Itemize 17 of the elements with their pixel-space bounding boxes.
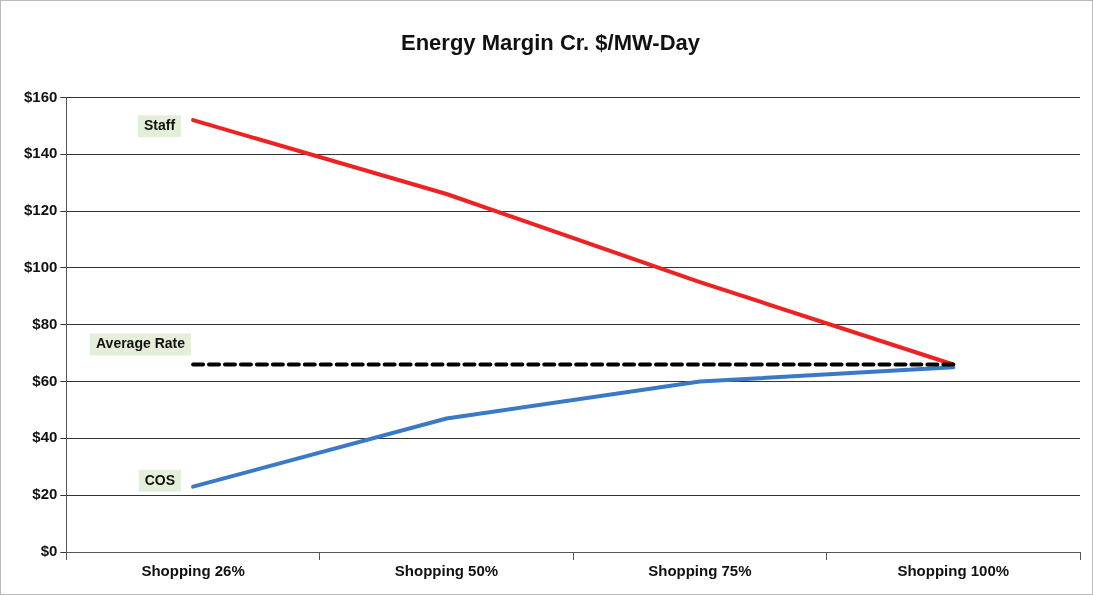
- series-label: Staff: [143, 116, 176, 133]
- series-label: Average Rate: [96, 335, 186, 352]
- y-tick-label: $40: [32, 428, 58, 446]
- y-tick-label: $120: [23, 201, 58, 219]
- series-label: COS: [144, 471, 176, 488]
- y-tick-label: $100: [23, 258, 58, 276]
- y-tick-label: $0: [40, 542, 58, 560]
- y-tick-label: $80: [32, 314, 58, 332]
- y-tick-label: $140: [23, 144, 58, 162]
- x-tick-label: Shopping 100%: [897, 562, 1010, 580]
- y-tick-label: $60: [32, 371, 58, 389]
- y-tick-label: $20: [32, 485, 58, 503]
- y-tick-label: $160: [23, 87, 58, 105]
- chart-title: Energy Margin Cr. $/MW-Day: [400, 30, 701, 56]
- x-tick-label: Shopping 50%: [394, 562, 499, 580]
- x-tick-label: Shopping 75%: [648, 562, 752, 580]
- x-tick-label: Shopping 26%: [141, 562, 245, 580]
